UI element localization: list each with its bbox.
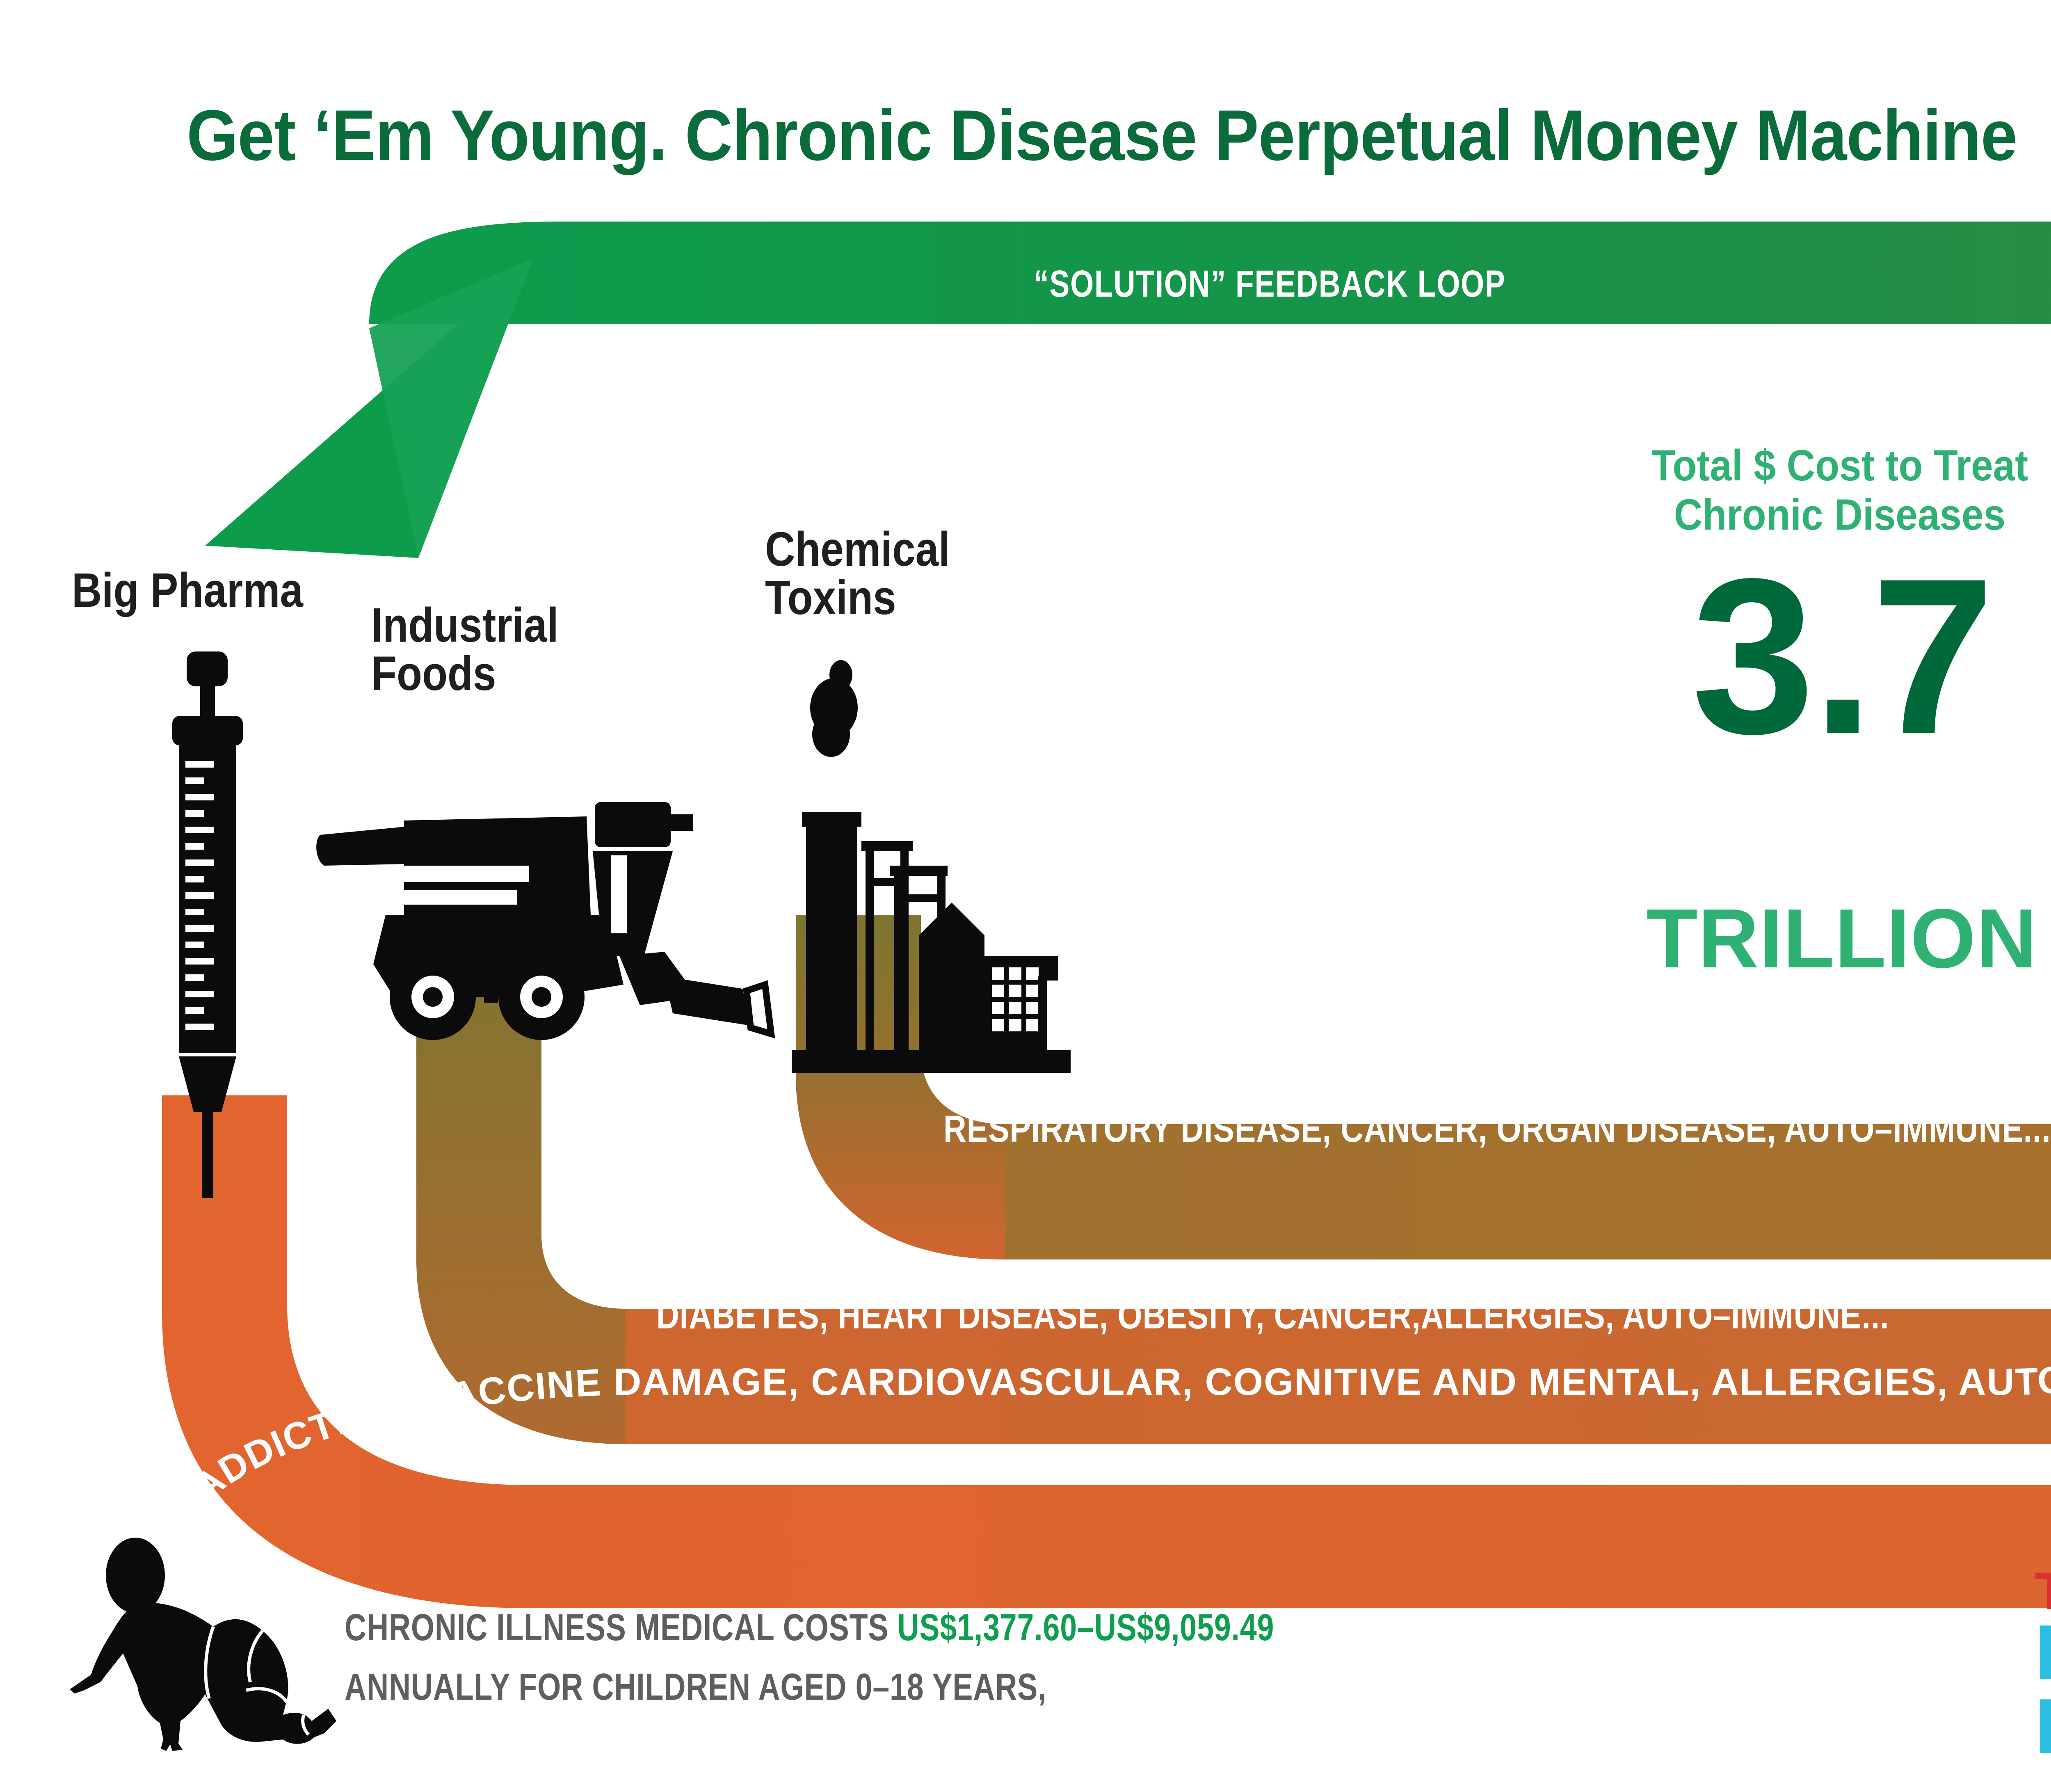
page-title: Get ‘Em Young. Chronic Disease Perpetual… (187, 96, 2017, 176)
source-label-industrial-foods: Industrial Foods (371, 598, 559, 701)
syringe-icon (172, 651, 243, 1198)
factory-icon (792, 660, 1071, 1073)
combine-harvester-icon (316, 802, 775, 1040)
source-label-big-pharma: Big Pharma (72, 563, 303, 617)
band-respiratory-shape (796, 915, 2051, 1259)
band-addiction-shape (162, 1095, 2051, 1608)
cost-value: 3.7 (1691, 533, 1995, 780)
cost-heading: Total $ Cost to Treat Chronic Diseases (1651, 441, 2028, 539)
footer-line-1: CHRONIC ILLNESS MEDICAL COSTS US$1,377.6… (345, 1606, 1274, 1649)
logo-the: THE (2035, 1565, 2051, 1618)
source-label-chemical-toxins: Chemical Toxins (765, 522, 950, 625)
crawling-baby-icon (70, 1538, 336, 1751)
logo-kennedy: KENNEDY (2035, 1614, 2051, 1691)
feedback-loop-label: “SOLUTION” FEEDBACK LOOP (1034, 263, 1506, 305)
cost-unit: TRILLION (1646, 891, 2037, 985)
logo-beacon: BEACON (2035, 1683, 2051, 1770)
band-diabetes-shape (416, 927, 2051, 1444)
footer-cost-range: US$1,377.60–US$9,059.49 (897, 1607, 1274, 1648)
footer-line-2: ANNUALLY FOR CHILDREN AGED 0–18 YEARS, (345, 1666, 1047, 1708)
logo-beacon-row: BEACON (2035, 1687, 2051, 1765)
band-respiratory-label: RESPIRATORY DISEASE, CANCER, ORGAN DISEA… (943, 1108, 2051, 1150)
footer-cost-prefix: CHRONIC ILLNESS MEDICAL COSTS (345, 1607, 898, 1648)
kennedy-beacon-logo[interactable]: THE KENNEDY BEACON (2035, 1565, 2051, 1766)
band-diabetes-label: DIABETES, HEART DISEASE, OBESITY, CANCER… (656, 1295, 1889, 1337)
feedback-loop-arrow (205, 222, 2051, 558)
